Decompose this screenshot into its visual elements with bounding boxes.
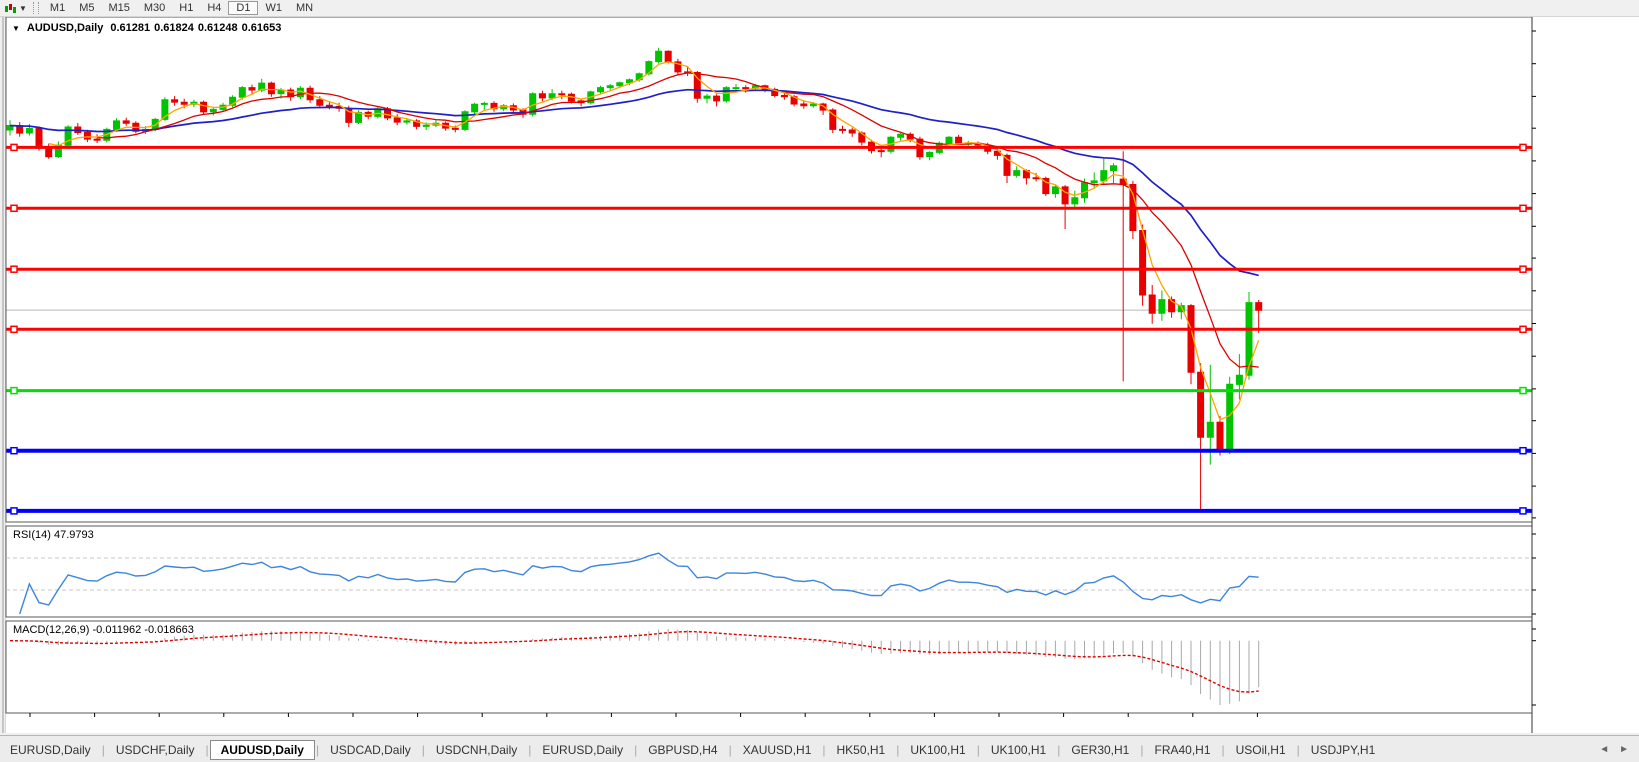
tab-usdcnh-daily[interactable]: USDCNH,Daily xyxy=(435,742,518,757)
tab-separator: | xyxy=(101,742,105,757)
tab-scroll-right-button[interactable]: ► xyxy=(1619,744,1629,755)
tab-scroll-arrows: ◄ ► xyxy=(1599,744,1629,755)
tab-usdchf-daily[interactable]: USDCHF,Daily xyxy=(115,742,195,757)
tab-eurusd-daily[interactable]: EURUSD,Daily xyxy=(542,742,624,757)
timeframe-button-m5[interactable]: M5 xyxy=(79,1,95,14)
tab-eurusd-daily[interactable]: EURUSD,Daily xyxy=(10,742,91,757)
timeframe-buttons: M1 M5 M15 M30 H1 H4 D1 W1 MN xyxy=(43,0,320,16)
tab-separator: | xyxy=(205,742,209,757)
timeframe-button-h4[interactable]: H4 xyxy=(207,1,222,14)
tab-separator: | xyxy=(1140,742,1144,757)
tab-separator: | xyxy=(634,742,638,757)
tab-usoil-h1[interactable]: USOil,H1 xyxy=(1235,742,1286,757)
candlestick-chart-icon xyxy=(5,3,16,13)
tab-separator: | xyxy=(1296,742,1300,757)
tab-separator: | xyxy=(822,742,826,757)
chart-tab-bar: EURUSD,Daily | USDCHF,Daily | AUDUSD,Daily | U… xyxy=(0,735,1639,762)
tab-separator: | xyxy=(1221,742,1225,757)
tab-gbpusd-h4[interactable]: GBPUSD,H4 xyxy=(648,742,718,757)
tab-fra40-h1[interactable]: FRA40,H1 xyxy=(1154,742,1211,757)
chart-type-button[interactable]: ▼ xyxy=(0,3,31,14)
timeframe-button-d1[interactable]: D1 xyxy=(228,0,259,15)
timeframe-button-w1[interactable]: W1 xyxy=(265,1,282,14)
chevron-down-icon: ▼ xyxy=(19,3,27,13)
timeframe-toolbar: ▼ M1 M5 M15 M30 H1 H4 D1 W1 MN xyxy=(0,0,1639,17)
timeframe-button-m1[interactable]: M1 xyxy=(49,1,66,14)
tab-separator: | xyxy=(421,742,425,757)
toolbar-grip xyxy=(32,2,39,14)
timeframe-button-m30[interactable]: M30 xyxy=(143,1,166,14)
tab-usdcad-daily[interactable]: USDCAD,Daily xyxy=(330,742,411,757)
tab-separator: | xyxy=(315,742,320,757)
tab-ger30-h1[interactable]: GER30,H1 xyxy=(1071,742,1130,757)
timeframe-button-h1[interactable]: H1 xyxy=(179,1,194,14)
tab-scroll-left-button[interactable]: ◄ xyxy=(1599,744,1610,755)
tab-uk100-h1[interactable]: UK100,H1 xyxy=(990,742,1047,757)
timeframe-button-mn[interactable]: MN xyxy=(295,1,314,14)
chart-canvas[interactable] xyxy=(0,0,1639,734)
tab-separator: | xyxy=(528,742,532,757)
tab-separator: | xyxy=(976,742,980,757)
timeframe-button-m15[interactable]: M15 xyxy=(108,1,130,14)
tab-separator: | xyxy=(728,742,732,757)
tab-xauusd-h1[interactable]: XAUUSD,H1 xyxy=(742,742,812,757)
tab-usdjpy-h1[interactable]: USDJPY,H1 xyxy=(1310,742,1376,757)
tab-uk100-h1[interactable]: UK100,H1 xyxy=(910,742,966,757)
tab-separator: | xyxy=(1057,742,1061,757)
tab-separator: | xyxy=(896,742,900,757)
tab-audusd-daily[interactable]: AUDUSD,Daily xyxy=(209,739,315,760)
tab-hk50-h1[interactable]: HK50,H1 xyxy=(836,742,886,757)
chart-tabs: EURUSD,Daily | USDCHF,Daily | AUDUSD,Daily | U… xyxy=(0,739,1385,760)
